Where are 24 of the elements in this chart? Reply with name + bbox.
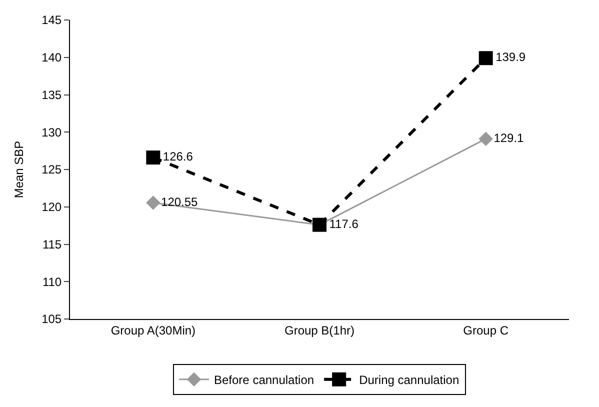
x-tick-label: Group A(30Min) [110,323,196,338]
y-tick-label: 105 [42,312,62,326]
data-label: 117.6 [329,216,359,231]
x-tick-label: Group B(1hr) [284,323,355,338]
y-axis-title: Mean SBP [12,140,26,198]
y-tick-label: 110 [42,274,62,289]
y-tick-label: 115 [42,237,62,252]
point [478,51,493,66]
data-label: 139.9 [496,50,526,64]
y-tick-label: 145 [42,13,62,28]
y-tick-label: 135 [42,88,62,102]
data-label: 129.1 [494,130,524,145]
data-label: 120.55 [161,194,198,209]
point [146,150,160,165]
point [478,132,493,146]
y-tick-label: 120 [42,200,62,214]
x-tick-label: Group C [463,323,509,338]
y-tick-label: 140 [42,50,62,65]
y-tick-label: 130 [42,125,62,140]
legend-label: Before cannulation [214,373,314,388]
legend-label: During cannulation [359,373,460,388]
y-tick-label: 125 [42,162,62,177]
data-label: 126.6 [162,150,194,164]
point [146,196,160,210]
